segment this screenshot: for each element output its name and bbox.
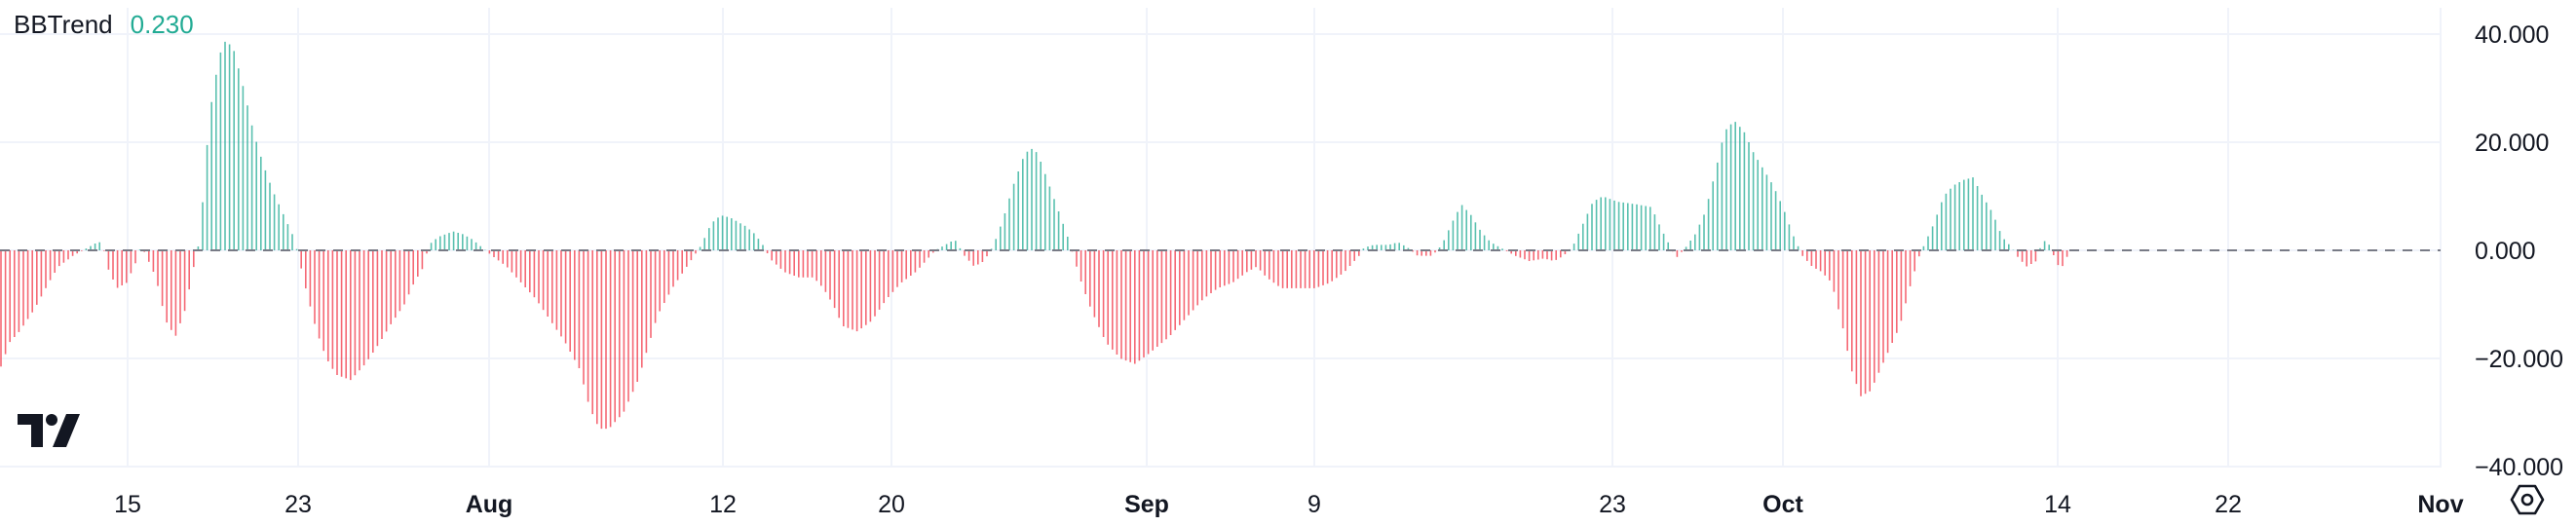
x-tick-label: 23 xyxy=(284,491,312,518)
tradingview-logo-icon[interactable] xyxy=(18,414,80,447)
y-tick-label: 20.000 xyxy=(2475,130,2549,157)
histogram-bars xyxy=(0,41,2068,430)
x-tick-label: Nov xyxy=(2417,491,2463,518)
y-tick-label: −20.000 xyxy=(2475,346,2563,373)
x-tick-label: 9 xyxy=(1307,491,1321,518)
grid-lines xyxy=(0,8,2442,468)
x-tick-label: Oct xyxy=(1762,491,1803,518)
x-tick-label: Aug xyxy=(466,491,513,518)
time-axis[interactable]: 15 23 Aug 12 20 Sep 9 23 Oct 14 22 Nov xyxy=(114,491,2464,518)
x-tick-label: 15 xyxy=(114,491,141,518)
x-tick-label: 14 xyxy=(2044,491,2071,518)
x-tick-label: 22 xyxy=(2215,491,2242,518)
x-tick-label: 20 xyxy=(878,491,905,518)
indicator-value: 0.230 xyxy=(130,10,194,39)
settings-hexagon-icon[interactable] xyxy=(2508,480,2547,519)
x-tick-label: Sep xyxy=(1124,491,1169,518)
x-tick-label: 23 xyxy=(1599,491,1626,518)
y-tick-label: 0.000 xyxy=(2475,238,2536,265)
price-axis[interactable]: 40.000 20.000 0.000 −20.000 −40.000 xyxy=(2475,21,2563,481)
indicator-legend[interactable]: BBTrend 0.230 xyxy=(14,10,194,40)
y-tick-label: −40.000 xyxy=(2475,454,2563,481)
indicator-title: BBTrend xyxy=(14,10,113,39)
x-tick-label: 12 xyxy=(709,491,737,518)
y-tick-label: 40.000 xyxy=(2475,21,2549,49)
